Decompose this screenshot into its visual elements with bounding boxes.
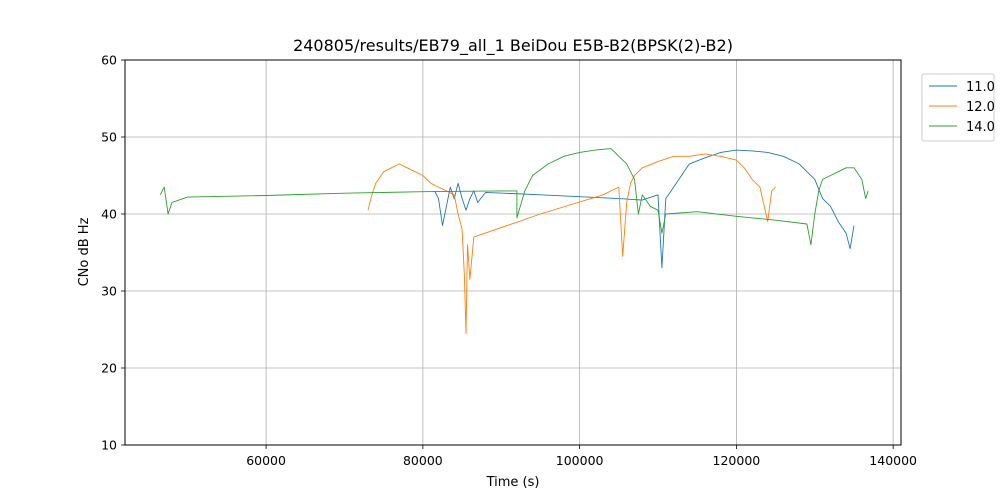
x-tick-label: 100000 [556, 453, 604, 468]
axis-ticks: 60000 80000 100000 120000 140000 10 20 30 40 50 60 [101, 53, 917, 469]
y-axis-label: CNo dB Hz [77, 217, 92, 286]
y-tick-label: 60 [101, 53, 117, 68]
y-tick-label: 10 [101, 438, 117, 453]
y-tick-label: 40 [101, 207, 117, 222]
y-tick-label: 50 [101, 130, 117, 145]
plot-area [125, 60, 901, 445]
legend: 11.0 12.0 14.0 [921, 73, 995, 142]
legend-box [921, 73, 995, 142]
series-line-14-0 [159, 148, 869, 246]
x-tick-label: 120000 [713, 453, 761, 468]
y-tick-label: 30 [101, 284, 117, 299]
legend-label: 14.0 [966, 120, 995, 135]
chart-title: 240805/results/EB79_all_1 BeiDou E5B-B2(… [293, 36, 733, 56]
x-axis-label: Time (s) [486, 475, 540, 490]
legend-label: 11.0 [966, 80, 995, 95]
x-tick-label: 60000 [246, 453, 286, 468]
plot-frame [124, 59, 902, 446]
x-tick-label: 80000 [403, 453, 443, 468]
series-line-11-0 [434, 149, 855, 269]
series-line-12-0 [367, 153, 776, 334]
x-tick-label: 140000 [869, 453, 917, 468]
series-layer [159, 148, 869, 334]
y-tick-label: 20 [101, 361, 117, 376]
legend-label: 12.0 [966, 100, 995, 115]
